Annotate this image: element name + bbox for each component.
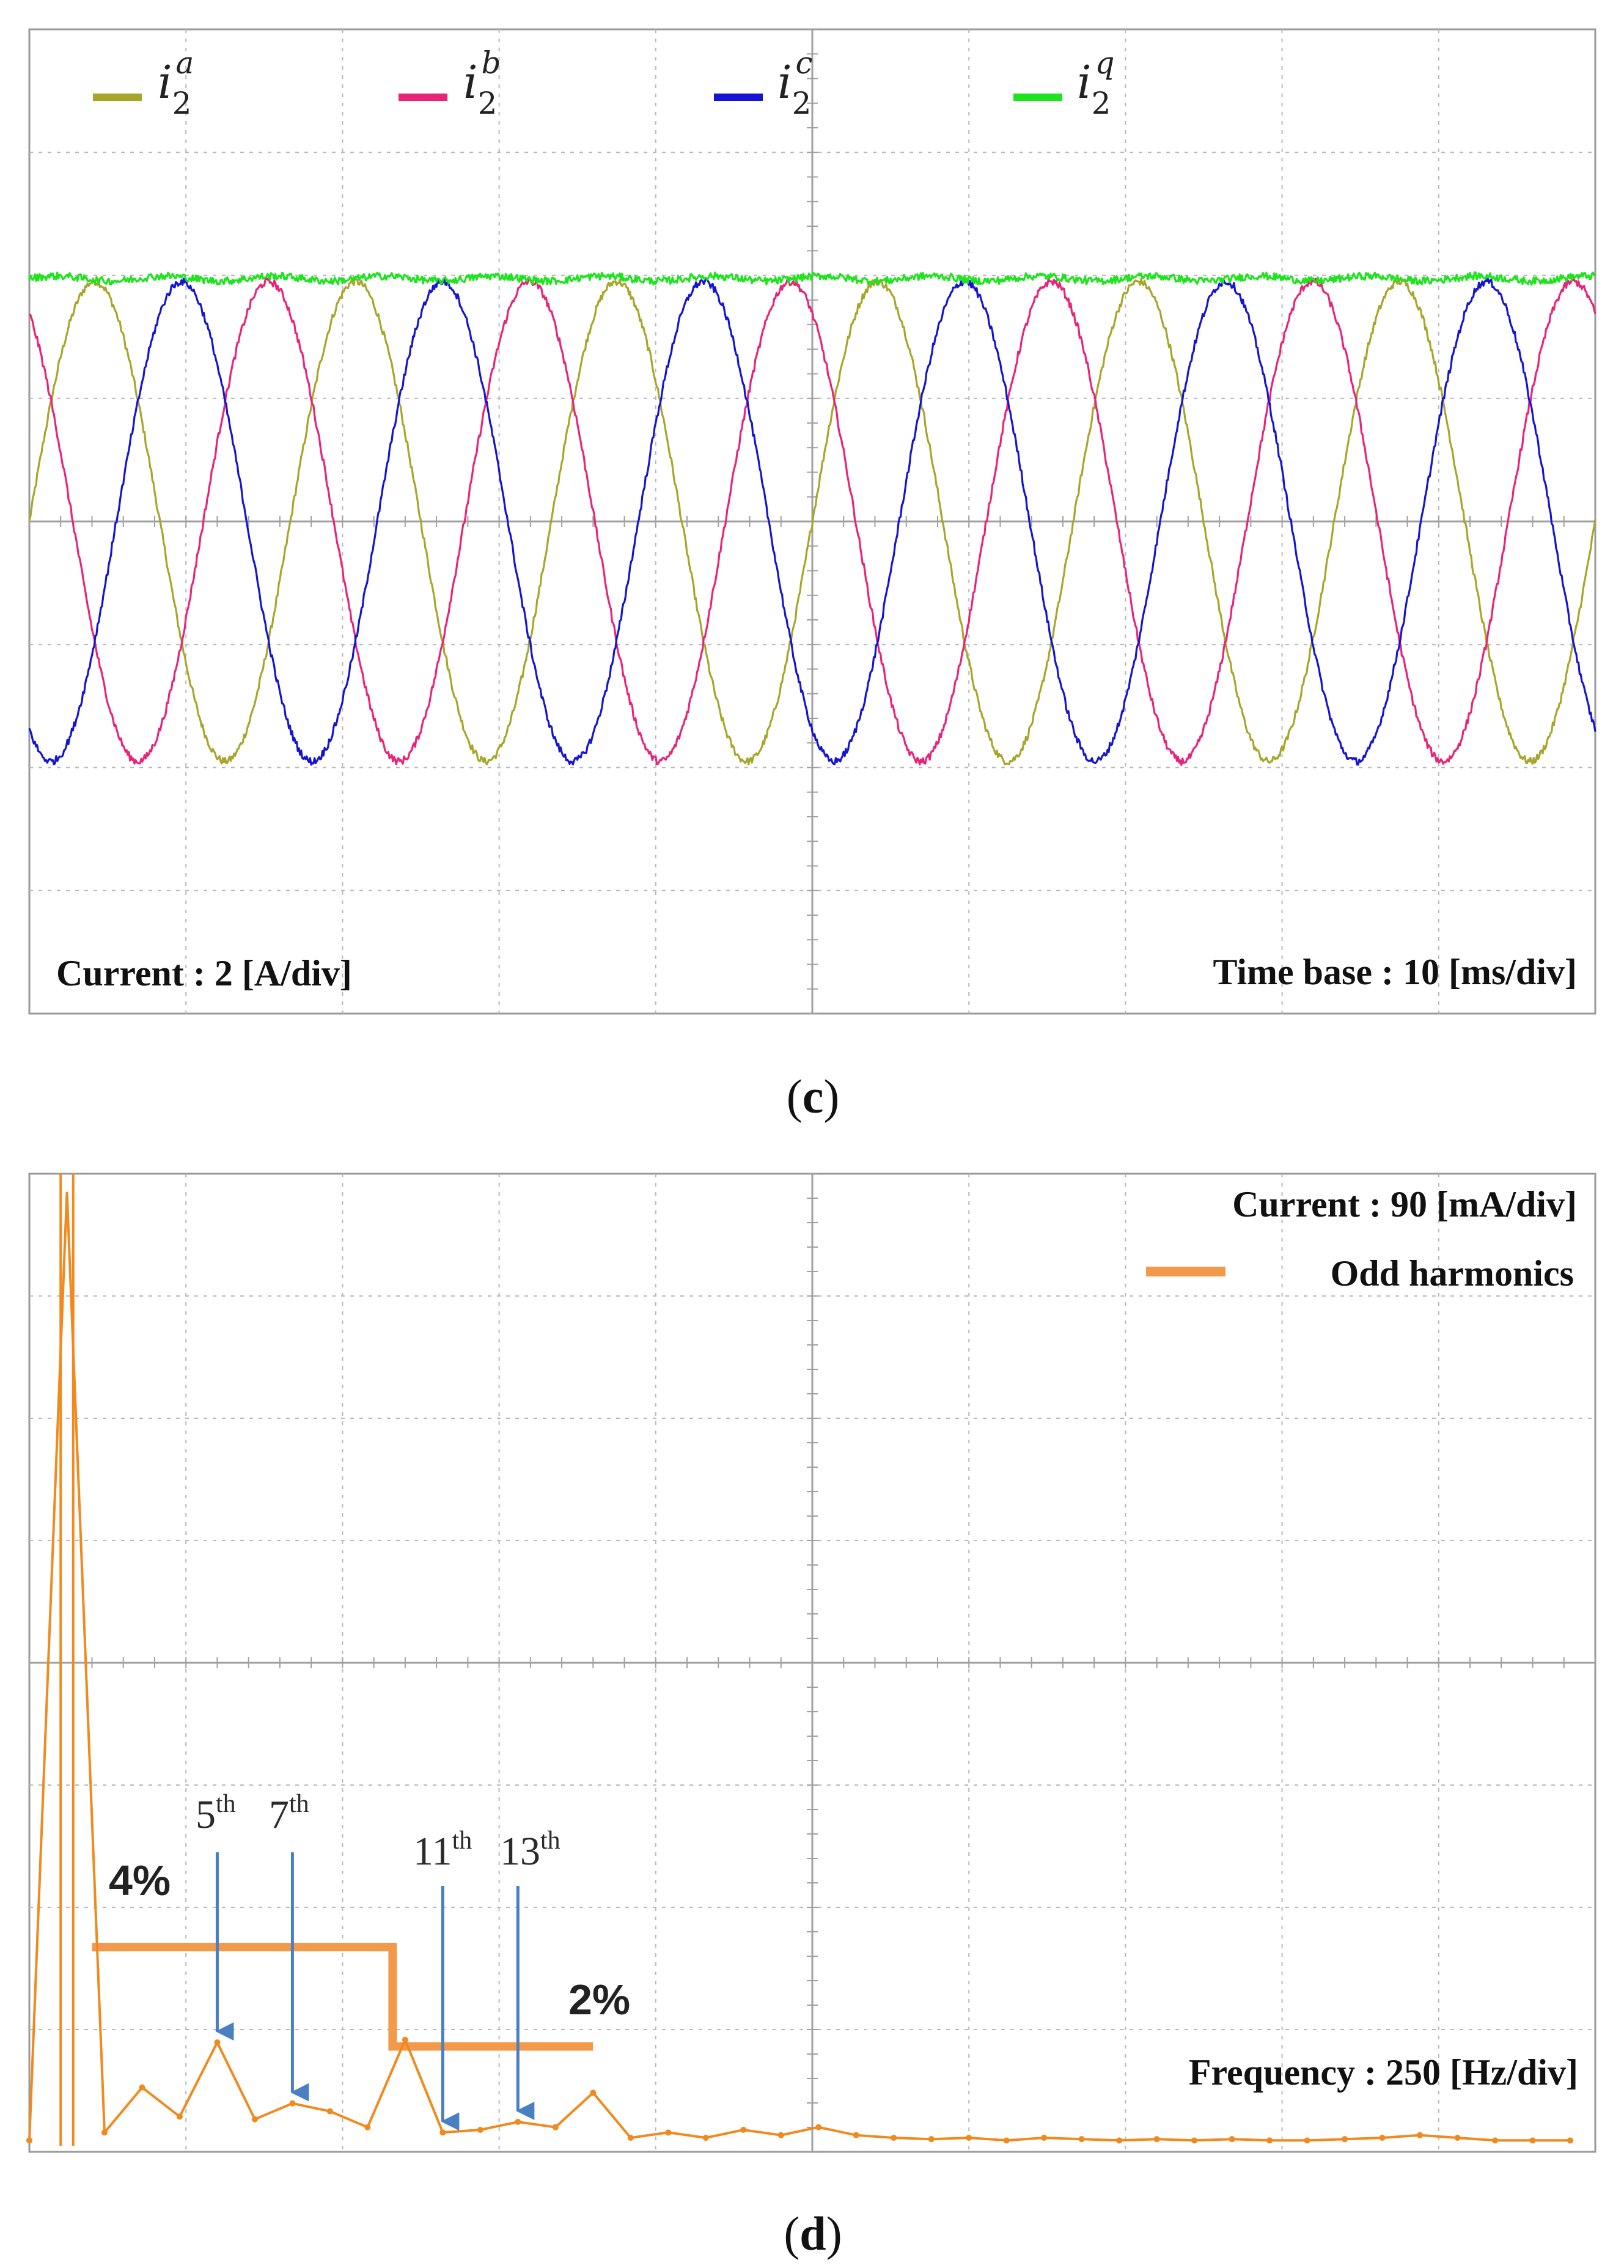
spectrum-point: [477, 2127, 483, 2133]
spectrum-point: [364, 2124, 371, 2130]
legend-item-i2b: i2b: [399, 45, 501, 121]
legend-label-i2b: i2b: [463, 45, 501, 121]
legend-swatch-i2q: [1013, 94, 1062, 101]
spectrum-point: [326, 2108, 333, 2115]
harmonic-label-13th: 13th: [500, 1827, 560, 1874]
spectrum-point: [139, 2084, 145, 2091]
spectrum-point: [740, 2127, 747, 2133]
spectrum-point: [1191, 2137, 1198, 2144]
panel-c-traces: [28, 271, 1596, 766]
spectrum-point: [815, 2124, 822, 2130]
panel-d-legend: Odd harmonics: [1146, 1253, 1574, 1294]
spectrum-point: [515, 2119, 521, 2125]
harmonic-spectrum: [26, 1174, 1574, 2146]
spectrum-point: [1567, 2137, 1574, 2144]
legend-label-i2c: i2c: [777, 45, 813, 121]
limit-label-2-percent: 2%: [568, 1976, 630, 2023]
legend-label-odd-harmonics: Odd harmonics: [1331, 1253, 1574, 1294]
legend-swatch-odd-harmonics: [1146, 1267, 1225, 1276]
spectrum-point: [1041, 2135, 1048, 2141]
panel-d-frequency-scale: Frequency : 250 [Hz/div]: [1189, 2052, 1578, 2093]
panel-c-caption: (c): [787, 1070, 840, 1123]
trace-i2b: [29, 277, 1596, 766]
spectrum-point: [1153, 2136, 1160, 2143]
panel-d-caption: (d): [784, 2207, 842, 2260]
spectrum-point: [590, 2089, 597, 2096]
spectrum-point: [289, 2100, 296, 2107]
spectrum-point: [1266, 2137, 1273, 2144]
spectrum-line: [28, 1191, 1570, 2142]
spectrum-point: [1342, 2136, 1348, 2143]
spectrum-point: [1417, 2132, 1424, 2138]
legend-item-i2c: i2c: [714, 45, 813, 121]
limit-step-line: [92, 1943, 593, 2051]
spectrum-point: [1454, 2135, 1461, 2141]
spectrum-point: [1229, 2136, 1235, 2143]
legend-item-i2q: i2q: [1013, 45, 1115, 121]
legend-swatch-i2a: [93, 94, 142, 101]
spectrum-point: [214, 2039, 221, 2045]
panel-c-legend: i2a i2b i2c i2q: [93, 45, 1115, 121]
spectrum-point: [251, 2116, 258, 2123]
spectrum-point: [402, 2036, 408, 2043]
spectrum-point: [891, 2135, 897, 2141]
legend-item-i2a: i2a: [93, 45, 194, 121]
legend-label-i2a: i2a: [158, 45, 194, 121]
spectrum-point: [702, 2135, 709, 2141]
spectrum-point: [1492, 2137, 1499, 2144]
harmonic-arrows: [215, 1852, 535, 2131]
spectrum-point: [1529, 2137, 1536, 2144]
harmonic-limit-line: [92, 1943, 593, 2051]
panel-c-current-scale: Current : 2 [A/div]: [56, 953, 352, 993]
panel-d-grid: [29, 1173, 1596, 2152]
spectrum-point: [966, 2135, 972, 2141]
spectrum-point: [1379, 2135, 1386, 2141]
trace-i2a: [28, 277, 1596, 766]
panel-d-spectrum: Current : 90 [mA/div] Odd harmonics 4% 2…: [26, 1173, 1596, 2153]
trace-i2c: [28, 277, 1596, 766]
spectrum-point: [101, 2129, 108, 2136]
spectrum-point: [777, 2132, 784, 2138]
panel-c-scope: i2a i2b i2c i2q Current : 2 [A/div] Time…: [28, 28, 1596, 1015]
legend-label-i2q: i2q: [1077, 45, 1115, 121]
spectrum-point: [627, 2135, 634, 2141]
spectrum-point: [1116, 2137, 1123, 2144]
legend-swatch-i2b: [399, 94, 447, 101]
legend-swatch-i2c: [714, 94, 763, 101]
spectrum-point: [1078, 2136, 1085, 2143]
spectrum-point: [26, 2137, 32, 2144]
harmonic-label-11th: 11th: [413, 1827, 472, 1874]
spectrum-point: [665, 2129, 672, 2136]
harmonic-label-7th: 7th: [269, 1790, 309, 1837]
spectrum-point: [1304, 2137, 1310, 2144]
panel-c-time-base: Time base : 10 [ms/div]: [1213, 952, 1577, 992]
trace-i2q: [28, 271, 1596, 286]
spectrum-point: [176, 2113, 183, 2120]
spectrum-point: [853, 2132, 859, 2138]
limit-label-4-percent: 4%: [109, 1857, 171, 1904]
spectrum-point: [1003, 2137, 1010, 2144]
spectrum-point: [439, 2129, 446, 2136]
spectrum-point: [928, 2136, 935, 2143]
spectrum-point: [552, 2124, 559, 2130]
harmonic-label-5th: 5th: [196, 1790, 236, 1837]
panel-d-current-scale: Current : 90 [mA/div]: [1232, 1184, 1577, 1224]
